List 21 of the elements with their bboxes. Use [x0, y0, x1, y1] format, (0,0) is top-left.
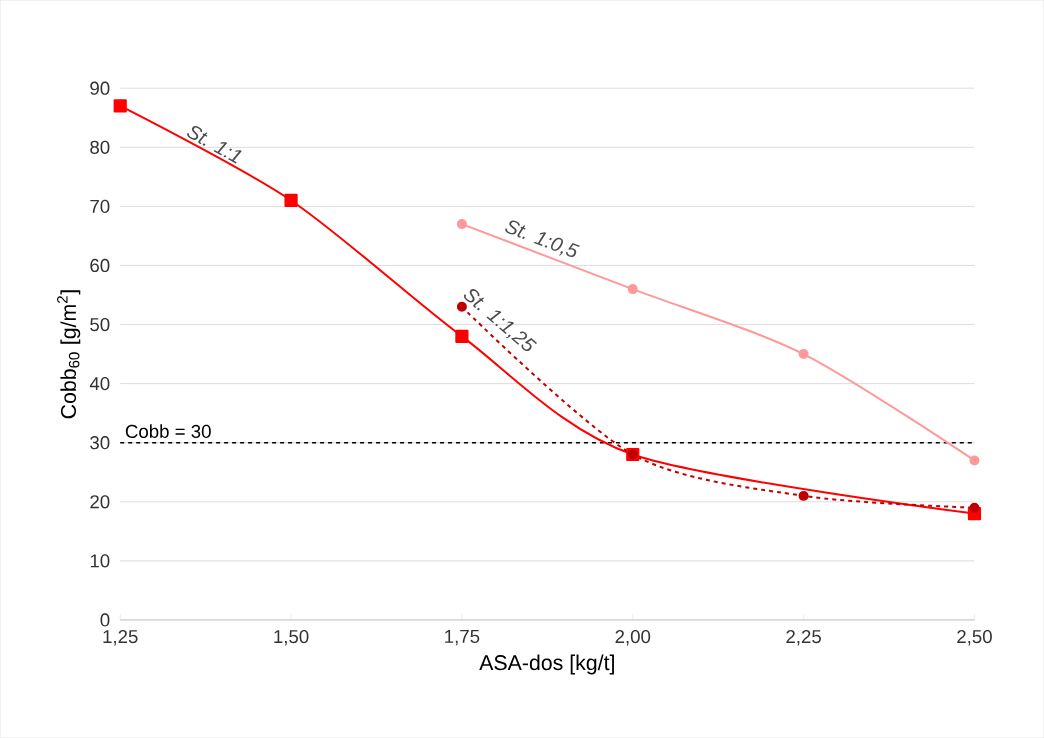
text: St. 1:0,5	[505, 220, 580, 257]
x-tick-label: 1,25	[103, 629, 138, 646]
y-tick-label: 0	[100, 613, 110, 627]
y-tick-label: 60	[90, 258, 110, 272]
y-tick-label: 90	[90, 81, 110, 95]
x-tick-label: 1,75	[445, 629, 480, 646]
y-tick-label: 70	[90, 199, 110, 213]
x-tick-label: 2,25	[786, 629, 821, 646]
y-tick-label: 80	[90, 140, 110, 154]
text: St. 1:1	[187, 126, 242, 164]
y-tick-label: 10	[90, 554, 110, 568]
y-tick-label: 40	[89, 376, 110, 391]
y-tick-label: 30	[90, 436, 110, 450]
y-tick-label: 20	[90, 495, 110, 509]
x-tick-label: 2,50	[957, 629, 992, 646]
y-axis-title: Cobb$_{60}$ [g/m$^{2}$]	[57, 290, 81, 419]
y-tick-label: 50	[90, 317, 110, 332]
x-axis-title: ASA-dos [kg/t]	[479, 654, 614, 675]
x-tick-label: 2,00	[615, 629, 651, 646]
ref-line-label: Cobb = 30	[125, 424, 211, 438]
x-tick-label: 1,50	[274, 629, 309, 646]
